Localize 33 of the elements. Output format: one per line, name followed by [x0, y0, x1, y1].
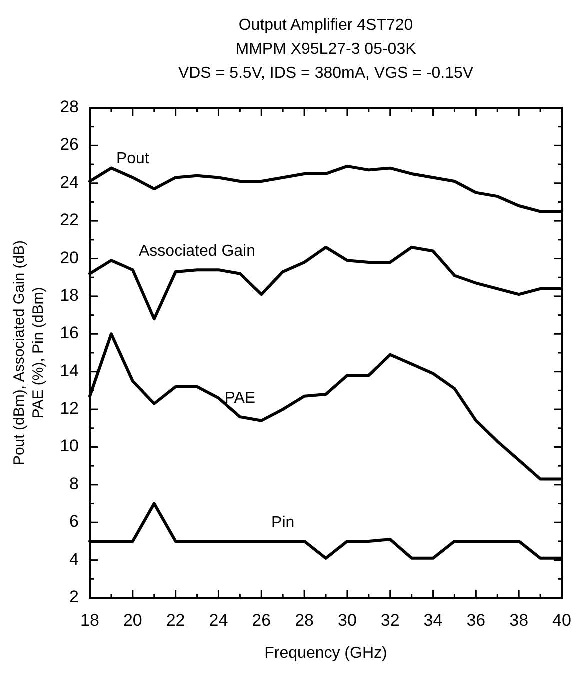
x-tick-label: 26 [252, 611, 272, 630]
y-tick-label: 4 [70, 550, 79, 569]
series-label: Pin [272, 514, 295, 532]
x-tick-label: 22 [166, 611, 186, 630]
y-tick-label: 8 [70, 474, 79, 494]
series-label: Pout [116, 150, 150, 168]
y-tick-label: 18 [60, 286, 79, 305]
x-tick-label: 20 [123, 611, 142, 630]
y-tick-label: 6 [70, 512, 79, 532]
x-tick-label: 34 [424, 611, 443, 630]
chart-subtitle: MMPM X95L27-3 05-03K VDS = 5.5V, IDS = 380mA, VGS = -0.15V [178, 41, 474, 82]
y-tick-label: 20 [60, 248, 79, 268]
y-tick-label: 12 [60, 399, 79, 418]
x-tick-label: 38 [510, 611, 529, 630]
y-tick-label: 2 [70, 587, 79, 606]
series-label: Associated Gain [139, 243, 256, 260]
y-tick-label: 10 [60, 436, 79, 456]
y-tick-label: 22 [60, 210, 79, 230]
series-label: PAE [224, 390, 256, 408]
y-tick-label: 28 [60, 97, 79, 116]
x-axis-title: Frequency (GHz) [264, 645, 388, 662]
x-tick-label: 40 [552, 611, 572, 630]
x-tick-label: 36 [466, 611, 486, 630]
y-tick-label: 24 [60, 172, 79, 192]
x-tick-label: 28 [295, 611, 314, 630]
y-tick-label: 14 [60, 361, 79, 380]
x-tick-label: 24 [209, 611, 228, 630]
x-tick-label: 32 [380, 611, 400, 630]
y-axis-title: Pout (dBm), Associated Gain (dB) PAE (%), Pin (dBm) [11, 240, 47, 466]
chart-title: Output Amplifier 4ST720 [238, 17, 414, 34]
x-tick-label: 30 [338, 611, 357, 630]
y-tick-label: 26 [60, 135, 79, 154]
y-tick-label: 16 [60, 324, 79, 343]
